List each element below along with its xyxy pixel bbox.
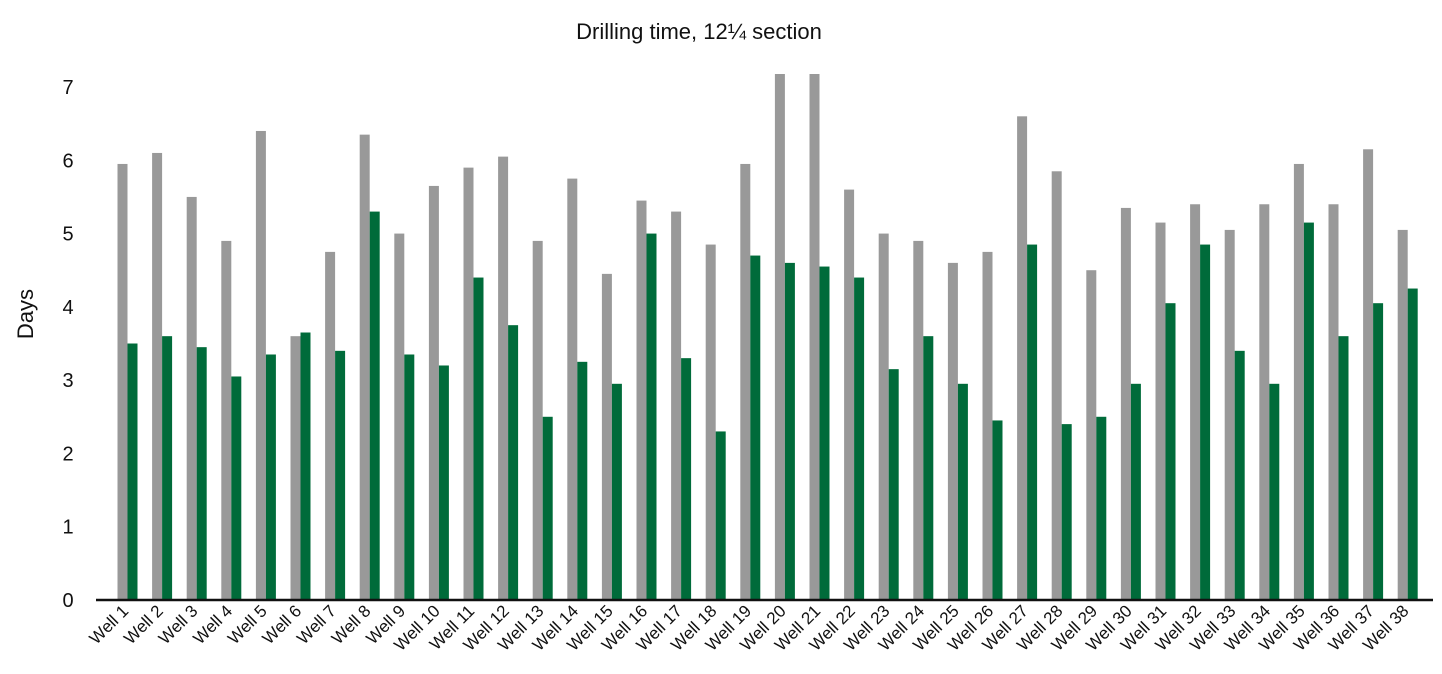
x-tick-label: Well 5 [224, 601, 271, 648]
bar-series-1-16 [636, 200, 647, 601]
y-axis-label: Days [13, 289, 38, 339]
bar-series-2-18 [715, 431, 726, 600]
bar-series-1-34 [1259, 204, 1270, 600]
y-tick-label: 7 [62, 77, 73, 99]
bar-series-1-26 [982, 251, 993, 600]
bar-series-1-2 [152, 152, 163, 600]
bar-series-2-32 [1200, 244, 1211, 601]
bar-series-1-18 [705, 244, 716, 601]
bar-series-1-3 [186, 196, 197, 600]
bar-series-2-30 [1130, 383, 1141, 600]
y-tick-label: 5 [62, 224, 73, 246]
y-tick-label: 2 [62, 443, 73, 465]
bar-series-2-38 [1407, 288, 1418, 600]
bar-series-2-17 [681, 358, 692, 600]
y-axis-ticks: 0 1 2 3 4 5 6 7 [62, 77, 73, 612]
x-tick-label: Well 3 [155, 601, 202, 648]
y-tick-label: 4 [62, 297, 73, 319]
bar-series-2-6 [300, 332, 311, 600]
bar-series-1-13 [532, 240, 543, 600]
bar-series-1-29 [1086, 270, 1097, 600]
bar-series-1-36 [1328, 204, 1339, 600]
bar-series-1-14 [567, 178, 578, 600]
y-tick-label: 3 [62, 370, 73, 392]
bar-series-1-27 [1017, 116, 1028, 601]
bar-series-1-7 [325, 251, 336, 600]
bar-series-2-29 [1096, 416, 1107, 600]
bar-series-2-23 [888, 369, 899, 600]
bar-series-1-21 [809, 74, 820, 600]
y-tick-label: 6 [62, 150, 73, 172]
x-tick-label: Well 8 [328, 601, 375, 648]
bar-series-1-8 [359, 134, 370, 600]
bar-series-2-19 [750, 255, 761, 601]
bar-series-1-19 [740, 163, 751, 600]
bar-series-1-30 [1120, 207, 1131, 600]
bar-series-2-3 [196, 347, 207, 600]
bar-series-2-16 [646, 233, 657, 601]
bar-series-2-35 [1303, 222, 1314, 601]
bar-series-2-12 [508, 325, 519, 600]
bar-series-1-25 [947, 262, 958, 600]
bar-series-1-6 [290, 336, 301, 600]
bar-series-1-1 [117, 163, 128, 600]
bar-series-2-1 [127, 343, 138, 600]
chart-title: Drilling time, 12¼ section [576, 19, 822, 44]
bar-series-1-23 [878, 233, 889, 601]
bar-series-2-36 [1338, 336, 1349, 600]
bar-series-2-22 [854, 277, 865, 600]
bar-series-2-9 [404, 354, 415, 600]
bar-series-2-15 [611, 383, 622, 600]
bar-series-2-27 [1027, 244, 1038, 601]
bar-series-1-9 [394, 233, 405, 601]
bar-series-2-20 [784, 262, 795, 600]
bar-series-1-35 [1293, 163, 1304, 600]
bar-series-2-10 [438, 365, 449, 600]
bar-series-1-20 [774, 74, 785, 600]
bar-series-2-2 [162, 336, 173, 600]
bar-series-2-31 [1165, 303, 1176, 600]
bar-series-2-37 [1373, 303, 1384, 600]
y-tick-label: 0 [62, 590, 73, 612]
bar-series-1-24 [913, 240, 924, 600]
bar-series-2-4 [231, 376, 242, 600]
bar-series-2-34 [1269, 383, 1280, 600]
bar-series-1-37 [1363, 149, 1374, 601]
bar-series-1-12 [498, 156, 509, 600]
bar-series-1-33 [1224, 229, 1235, 600]
bar-series-1-11 [463, 167, 474, 600]
x-tick-label: Well 7 [293, 601, 340, 648]
bar-series-2-11 [473, 277, 484, 600]
bar-series-1-5 [255, 130, 266, 600]
bar-series-2-13 [542, 416, 553, 600]
bar-series-1-4 [221, 240, 232, 600]
bar-series-2-25 [957, 383, 968, 600]
x-tick-label: Well 6 [259, 601, 306, 648]
bar-series-1-17 [671, 211, 682, 601]
bar-series-1-22 [844, 189, 855, 600]
x-tick-label: Well 1 [86, 601, 133, 648]
bar-series-2-21 [819, 266, 830, 600]
bar-series-1-32 [1190, 204, 1201, 600]
bar-series-2-24 [923, 336, 934, 600]
bar-series-2-7 [335, 350, 346, 600]
bar-series-1-10 [428, 185, 439, 600]
bar-series-2-5 [265, 354, 276, 600]
bar-series-2-8 [369, 211, 380, 601]
bar-series-1-15 [601, 273, 612, 600]
bars [117, 74, 1418, 601]
bar-series-1-38 [1397, 229, 1408, 600]
x-tick-label: Well 4 [190, 601, 237, 648]
bar-series-2-14 [577, 361, 588, 600]
bar-series-1-31 [1155, 222, 1166, 601]
bar-series-2-33 [1234, 350, 1245, 600]
bar-series-2-28 [1061, 424, 1072, 600]
y-tick-label: 1 [62, 517, 73, 539]
bar-series-1-28 [1051, 171, 1062, 600]
x-tick-label: Well 2 [120, 601, 167, 648]
bar-series-2-26 [992, 420, 1003, 600]
